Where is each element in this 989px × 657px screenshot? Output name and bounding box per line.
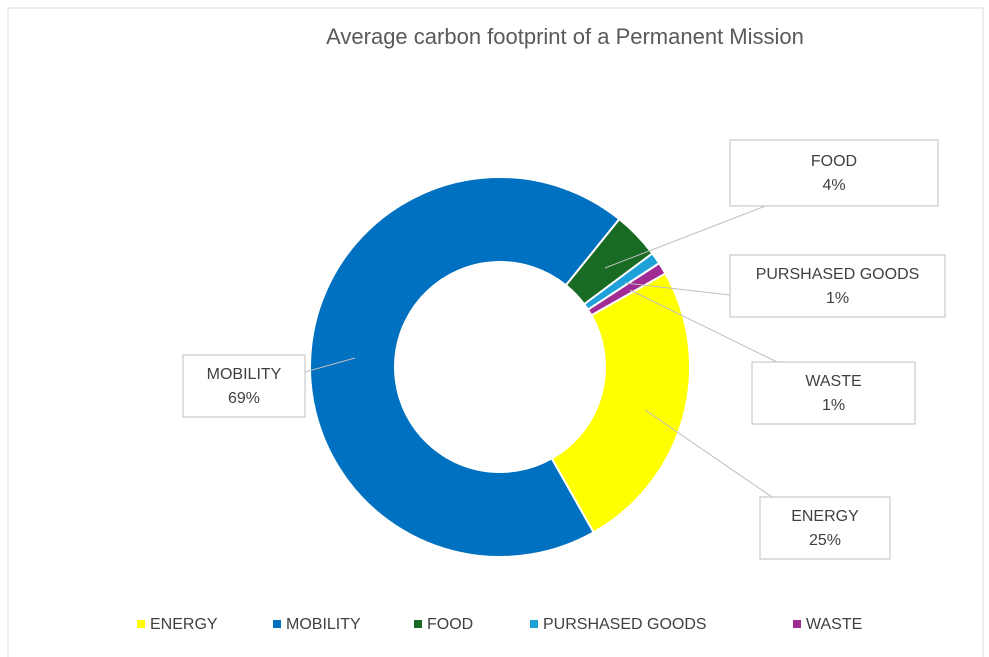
data-label-name: PURSHASED GOODS xyxy=(756,266,920,283)
data-label-value: 1% xyxy=(826,290,849,307)
legend-swatch xyxy=(273,620,281,628)
leader-line xyxy=(304,357,356,373)
legend-label: ENERGY xyxy=(150,616,218,633)
data-label-name: MOBILITY xyxy=(207,366,282,383)
data-label-value: 1% xyxy=(822,397,845,414)
data-label-name: FOOD xyxy=(811,153,857,170)
label-box xyxy=(751,361,916,425)
leader-line xyxy=(624,282,731,296)
label-box xyxy=(729,254,946,318)
label-box xyxy=(729,139,939,207)
legend-swatch xyxy=(793,620,801,628)
leader-line xyxy=(629,289,778,363)
data-label-value: 69% xyxy=(228,390,260,407)
legend-label: WASTE xyxy=(806,616,862,633)
legend-swatch xyxy=(530,620,538,628)
legend-swatch xyxy=(137,620,145,628)
leader-line xyxy=(604,204,769,269)
data-label-name: WASTE xyxy=(805,373,861,390)
legend-swatch xyxy=(414,620,422,628)
data-label-value: 25% xyxy=(809,532,841,549)
legend-label: MOBILITY xyxy=(286,616,361,633)
label-box xyxy=(182,354,306,418)
label-box xyxy=(759,496,891,560)
legend-label: PURSHASED GOODS xyxy=(543,616,707,633)
donut-slice xyxy=(309,176,621,558)
donut-slice xyxy=(550,272,691,534)
data-label-name: ENERGY xyxy=(791,508,859,525)
chart-frame xyxy=(7,7,984,657)
legend-label: FOOD xyxy=(427,616,473,633)
data-label-value: 4% xyxy=(822,177,845,194)
chart-title: Average carbon footprint of a Permanent … xyxy=(326,24,804,49)
leader-line xyxy=(644,409,773,498)
donut-slice xyxy=(586,261,667,317)
